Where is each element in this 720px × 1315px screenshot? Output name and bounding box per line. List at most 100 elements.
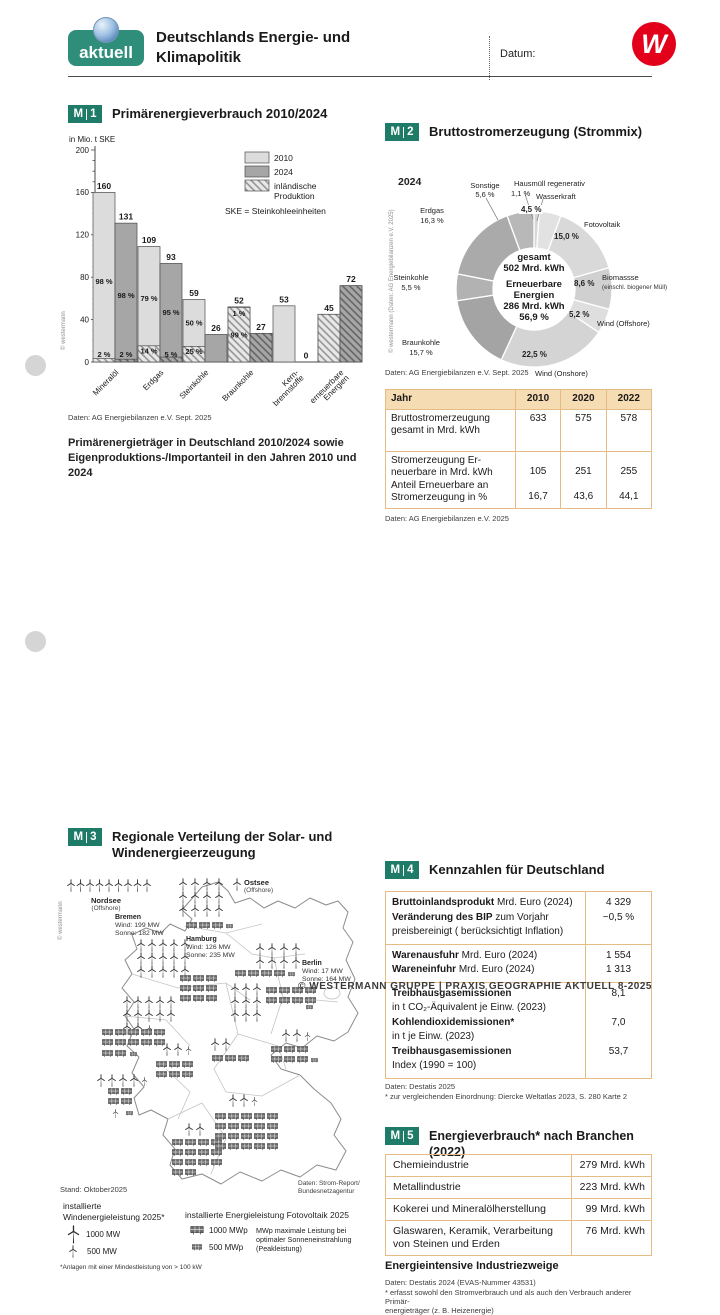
wind-legend-small: 500 MW	[68, 1245, 117, 1258]
table-row: Bruttoinlandsprodukt Mrd. Euro (2024) Ver…	[386, 892, 651, 945]
wind-turbine-icon	[76, 879, 85, 892]
donut-label: Braunkohle	[402, 338, 440, 347]
strommix-donut-chart: gesamt 502 Mrd. kWh Erneuerbare Energien…	[385, 141, 667, 403]
domestic-production-hatch	[159, 356, 183, 363]
wind-turbine-icon	[97, 1074, 105, 1087]
table-row: Kokerei und Mineralölherstellung 99 Mrd. …	[386, 1199, 651, 1221]
table-row: Bruttostromerzeugung gesamt in Mrd. kWh 6…	[385, 408, 653, 452]
wind-turbine-icon	[69, 1245, 77, 1258]
wind-turbine-icon	[114, 879, 123, 892]
wind-turbine-icon	[67, 879, 75, 892]
solar-panel-icon	[126, 1111, 133, 1116]
solar-panel-icon	[102, 1029, 113, 1037]
m4-source: Daten: Destatis 2025	[385, 1082, 456, 1091]
m1-caption: Primärenergieträger in Deutschland 2010/…	[68, 437, 357, 479]
city-label: Hamburg Wind: 126 MW Sonne: 235 MW	[186, 936, 235, 959]
m5-footnote: * erfasst sowohl den Stromverbrauch und …	[385, 1288, 632, 1315]
westermann-credit: © westermann	[58, 901, 64, 940]
import-share-label: 50 %	[185, 318, 202, 327]
x-category-label: Mineralöl	[91, 368, 120, 397]
y-tick-label: 160	[76, 188, 90, 197]
table-row: Warenausfuhr Mrd. Euro (2024) Wareneinfuh…	[386, 944, 651, 983]
m4-footnote: * zur vergleichenden Einordnung: Diercke…	[385, 1092, 628, 1101]
donut-label: Wind (Offshore)	[597, 319, 650, 328]
table-row: Chemieindustrie 279 Mrd. kWh	[386, 1155, 651, 1177]
legend-swatch-2024	[244, 165, 270, 178]
donut-label: 8,6 %	[574, 279, 595, 288]
donut-label: 5,2 %	[569, 310, 590, 319]
donut-label: 5,6 %	[475, 190, 495, 199]
solar-panel-icon	[192, 1244, 202, 1251]
primary-energy-bar-chart: 0 40 80 120 160 200 in Mio. t SKE 160 98 % 2 % 109…	[69, 135, 363, 408]
solar-panel-icon	[130, 1052, 137, 1057]
import-share-label: 1 %	[233, 309, 246, 318]
domestic-production-hatch	[114, 358, 138, 363]
wind-turbine-icon	[112, 1109, 119, 1118]
pv-legend-large: 1000 MWp	[190, 1226, 248, 1235]
map-stand: Stand: Oktober2025	[60, 1185, 128, 1194]
wind-turbine-icon	[123, 996, 131, 1009]
import-share-label: 79 %	[140, 294, 157, 303]
city-label: Bremen Wind: 199 MW Sonne: 182 MW	[115, 914, 164, 937]
wind-legend-footnote: *Anlagen mit einer Mindestleistung von >…	[60, 1264, 202, 1271]
solar-panel-icon	[115, 1039, 126, 1047]
donut-rings	[455, 210, 613, 368]
donut-label: 2024	[398, 176, 422, 188]
donut-center-text: gesamt 502 Mrd. kWh Erneuerbare Energien…	[503, 252, 565, 323]
bar-2024	[204, 334, 228, 363]
x-category-label: Braunkohle	[220, 368, 255, 403]
donut-label: 16,3 %	[420, 216, 444, 225]
donut-label: 15,0 %	[554, 232, 579, 241]
wind-turbine-icon	[86, 879, 94, 892]
domestic-share-label: 99 %	[230, 330, 247, 339]
m1-title: Primärenergieverbrauch 2010/2024	[112, 106, 328, 121]
donut-label: Fotovoltaik	[584, 220, 621, 229]
solar-panel-icon	[297, 1056, 308, 1064]
donut-label: Erdgas	[420, 206, 444, 215]
wind-legend-title: installierte Windenergieleistung 2025*	[63, 1201, 165, 1222]
sea-label: Ostsee (Offshore)	[244, 878, 274, 895]
solar-panel-icon	[115, 1029, 126, 1037]
westermann-credit: © westermann	[61, 311, 67, 350]
wind-turbine-icon	[95, 879, 104, 892]
table-row: Glaswaren, Keramik, Verarbeitung von Ste…	[386, 1221, 651, 1255]
domestic-share-label: 14 %	[140, 346, 157, 355]
donut-label: Biomassse	[602, 273, 639, 282]
domestic-share-label: 2 %	[120, 350, 133, 359]
domestic-share-label: 2 %	[98, 350, 111, 359]
wind-turbine-icon	[179, 891, 187, 904]
y-tick-label: 40	[80, 315, 89, 324]
punch-hole	[25, 631, 46, 652]
branchen-table: Chemieindustrie 279 Mrd. kWh Metallindustr…	[385, 1154, 652, 1256]
donut-label: Hausmüll regenerativ	[514, 179, 585, 188]
bar-value-label: 160	[97, 181, 111, 191]
table-row: Treibhausgasemissionen in t CO₂-Äquivalen…	[386, 982, 651, 1078]
legend-label: Produktion	[274, 191, 315, 201]
solar-panel-icon	[121, 1098, 132, 1106]
domestic-share-label: 5 %	[165, 350, 178, 359]
x-category-label: Steinkohle	[178, 368, 211, 401]
legend-label: 2010	[274, 153, 293, 163]
pv-legend-small: 500 MWp	[192, 1243, 243, 1252]
mwp-note: MWp maximale Leistung bei optimaler Sonne…	[256, 1226, 352, 1253]
y-tick-label: 120	[76, 231, 90, 240]
m1-source: Daten: AG Energiebilanzen e.V. Sept. 202…	[68, 413, 212, 422]
y-tick-label: 0	[85, 358, 90, 367]
page-title: Deutschlands Energie- und Klimapolitik	[156, 29, 351, 66]
m4-title: Kennzahlen für Deutschland	[429, 862, 605, 877]
solar-panel-icon	[102, 1039, 113, 1047]
donut-label: 4,5 %	[519, 205, 544, 214]
wind-turbine-icon	[67, 1225, 80, 1244]
bar-value-label: 72	[346, 274, 356, 284]
datum-divider	[489, 36, 490, 80]
donut-label: Wasserkraft	[536, 192, 576, 201]
domestic-share-label: 25 %	[185, 347, 202, 356]
wind-turbine-icon	[108, 1074, 116, 1087]
